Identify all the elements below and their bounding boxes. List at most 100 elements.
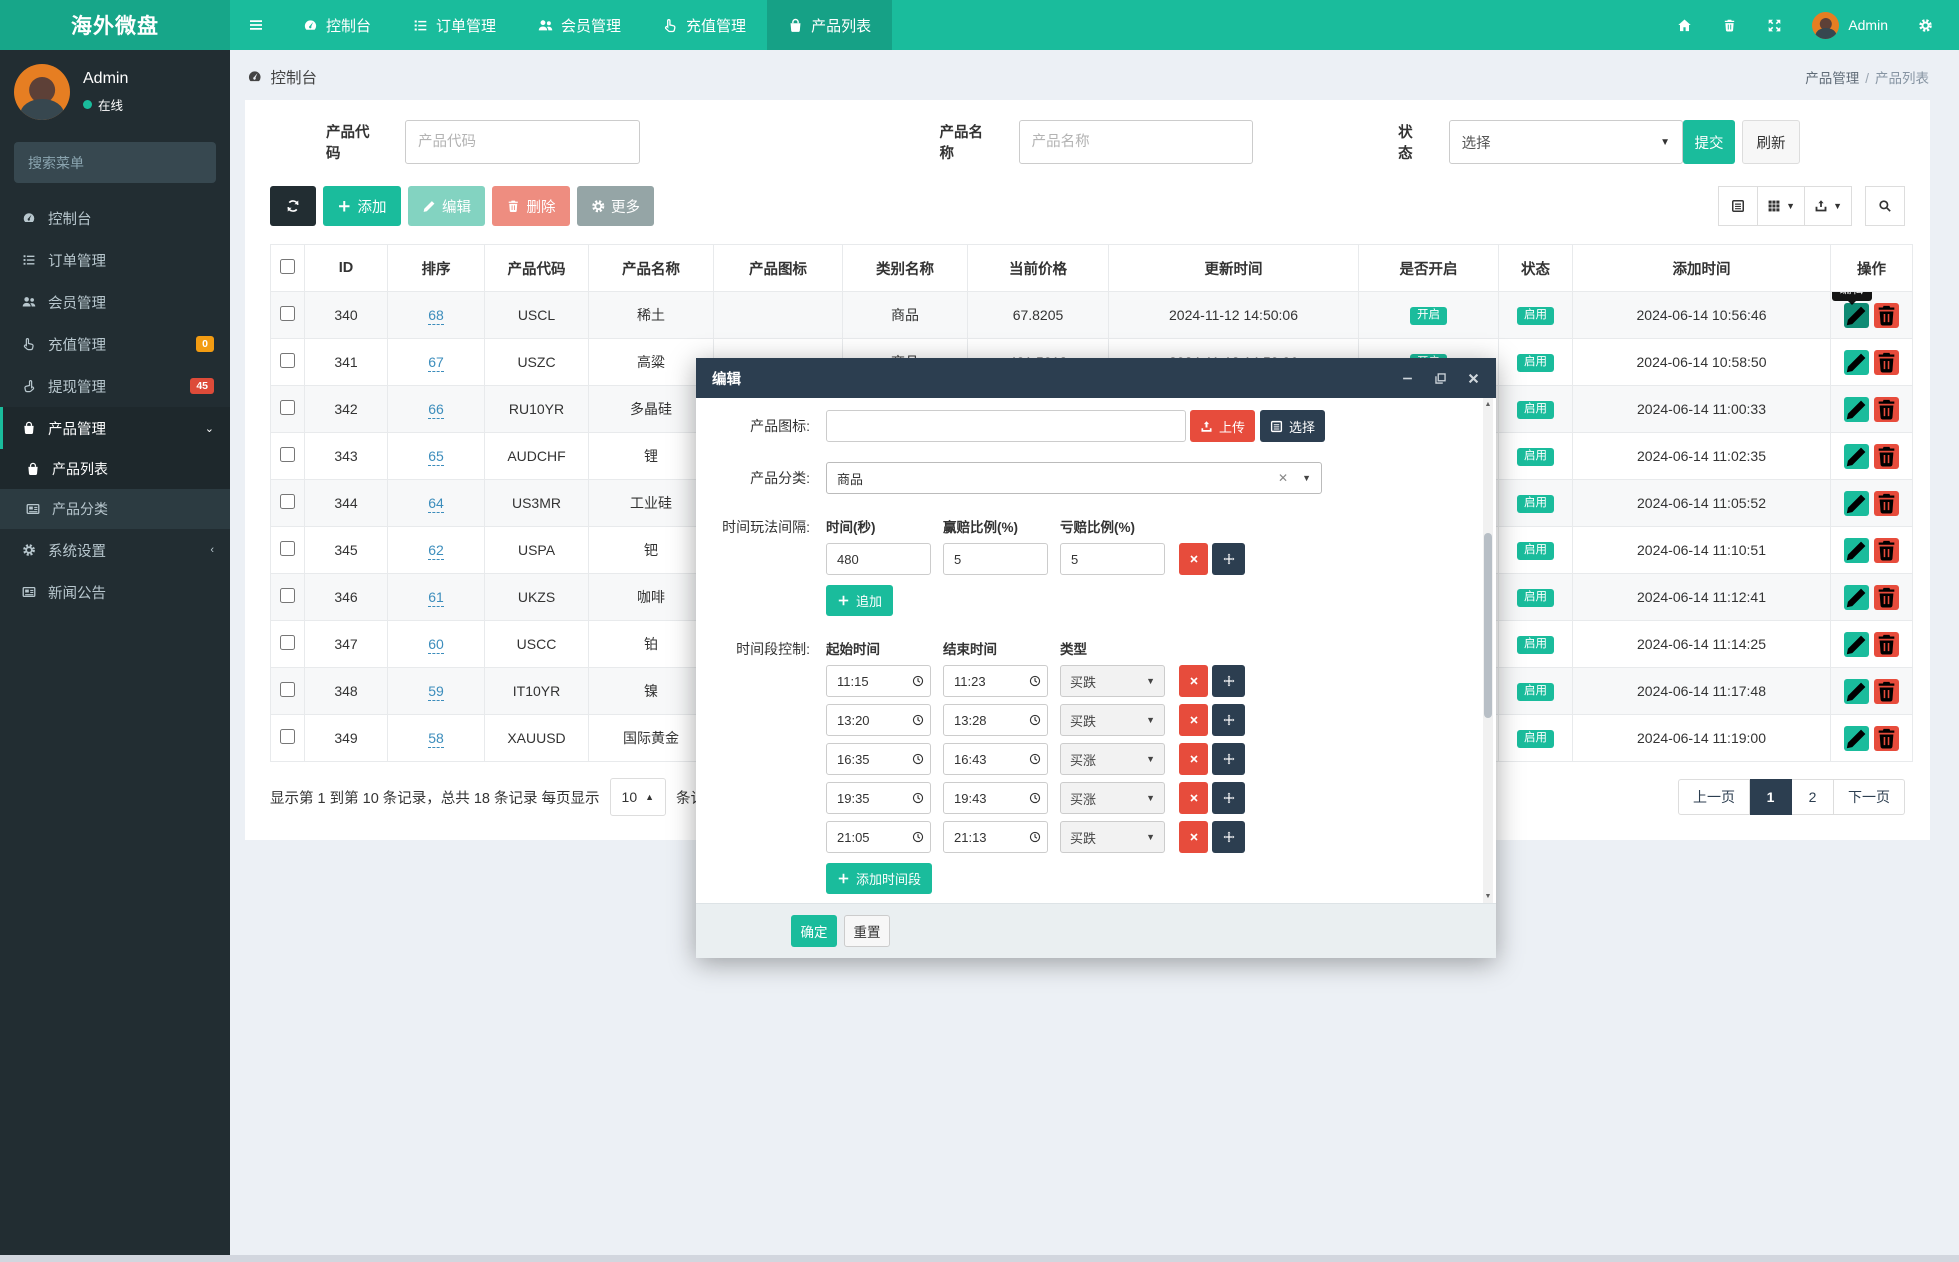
minimize-icon[interactable]	[1401, 372, 1414, 385]
sidebar-link-系统设置[interactable]: 系统设置 ‹	[0, 529, 230, 571]
row-edit-button[interactable]	[1844, 302, 1869, 328]
page-next[interactable]: 下一页	[1834, 779, 1905, 815]
sidebar-link-提现管理[interactable]: 提现管理 45	[0, 365, 230, 407]
select-all-checkbox[interactable]	[280, 258, 295, 274]
interval-time-input[interactable]	[826, 543, 931, 575]
move-period-button[interactable]	[1212, 743, 1245, 775]
row-delete-button[interactable]	[1874, 349, 1899, 375]
sidebar-link-订单管理[interactable]: 订单管理	[0, 239, 230, 281]
move-period-button[interactable]	[1212, 704, 1245, 736]
add-button[interactable]: 添加	[323, 186, 401, 226]
row-edit-button[interactable]	[1844, 678, 1869, 704]
row-edit-button[interactable]	[1844, 584, 1869, 610]
row-checkbox[interactable]	[280, 447, 295, 462]
add-period-button[interactable]: 添加时间段	[826, 863, 933, 894]
remove-period-button[interactable]	[1179, 821, 1208, 853]
remove-period-button[interactable]	[1179, 704, 1208, 736]
row-select[interactable]	[270, 479, 305, 527]
choose-button[interactable]: 选择	[1260, 410, 1326, 442]
upload-button[interactable]: 上传	[1190, 410, 1256, 442]
period-type-select[interactable]: 买跌 ▼	[1060, 665, 1165, 697]
table-search-button[interactable]	[1865, 186, 1905, 226]
row-edit-button[interactable]	[1844, 443, 1869, 469]
row-select[interactable]	[270, 714, 305, 762]
refresh-filter-button[interactable]: 刷新	[1742, 120, 1800, 164]
modal-scrollbar[interactable]: ▲ ▼	[1483, 398, 1493, 903]
move-period-button[interactable]	[1212, 782, 1245, 814]
row-select[interactable]	[270, 620, 305, 668]
top-menu-item-会员管理[interactable]: 会员管理	[517, 0, 642, 50]
row-edit-button[interactable]	[1844, 631, 1869, 657]
row-checkbox[interactable]	[280, 588, 295, 603]
delete-button[interactable]: 删除	[492, 186, 570, 226]
gear-icon[interactable]	[1918, 18, 1933, 33]
top-menu-item-充值管理[interactable]: 充值管理	[642, 0, 767, 50]
row-delete-button[interactable]	[1874, 490, 1899, 516]
more-button[interactable]: 更多	[576, 186, 654, 226]
period-type-select[interactable]: 买跌 ▼	[1060, 821, 1165, 853]
sort-editable-link[interactable]: 60	[428, 636, 444, 654]
user-menu[interactable]: Admin	[1812, 11, 1888, 39]
clear-icon[interactable]: ✕	[1278, 471, 1289, 485]
remove-period-button[interactable]	[1179, 743, 1208, 775]
edit-button[interactable]: 编辑	[407, 186, 485, 226]
sort-editable-link[interactable]: 64	[428, 495, 444, 513]
expand-icon[interactable]	[1767, 18, 1782, 33]
append-interval-button[interactable]: 追加	[826, 585, 894, 616]
row-edit-button[interactable]	[1844, 537, 1869, 563]
row-select[interactable]	[270, 338, 305, 386]
remove-period-button[interactable]	[1179, 782, 1208, 814]
period-type-select[interactable]: 买涨 ▼	[1060, 743, 1165, 775]
scroll-down-icon[interactable]: ▼	[1484, 893, 1492, 900]
row-delete-button[interactable]	[1874, 396, 1899, 422]
row-checkbox[interactable]	[280, 353, 295, 368]
confirm-button[interactable]: 确定	[791, 915, 837, 947]
row-edit-button[interactable]	[1844, 396, 1869, 422]
page-2[interactable]: 2	[1792, 779, 1834, 815]
sort-editable-link[interactable]: 58	[428, 730, 444, 748]
row-checkbox[interactable]	[280, 494, 295, 509]
category-select[interactable]: 商品 ✕ ▼	[826, 462, 1322, 494]
submit-button[interactable]: 提交	[1683, 120, 1735, 164]
sidebar-toggle-button[interactable]	[230, 0, 282, 50]
scroll-up-icon[interactable]: ▲	[1484, 401, 1492, 408]
detail-view-button[interactable]	[1718, 186, 1759, 226]
row-select[interactable]	[270, 526, 305, 574]
row-select[interactable]	[270, 432, 305, 480]
status-filter-select[interactable]: 选择 ▼	[1448, 120, 1683, 164]
row-edit-button[interactable]	[1844, 490, 1869, 516]
sidebar-link-新闻公告[interactable]: 新闻公告	[0, 571, 230, 613]
move-period-button[interactable]	[1212, 821, 1245, 853]
row-delete-button[interactable]	[1874, 584, 1899, 610]
home-icon[interactable]	[1677, 18, 1692, 33]
page-1[interactable]: 1	[1750, 779, 1792, 815]
row-checkbox[interactable]	[280, 635, 295, 650]
sidebar-user-status[interactable]: 在线	[83, 95, 128, 114]
row-checkbox[interactable]	[280, 306, 295, 321]
maximize-icon[interactable]	[1434, 372, 1447, 385]
row-select[interactable]	[270, 667, 305, 715]
row-select[interactable]	[270, 385, 305, 433]
sidebar-link-会员管理[interactable]: 会员管理	[0, 281, 230, 323]
remove-interval-button[interactable]	[1179, 543, 1208, 575]
product-icon-input[interactable]	[826, 410, 1186, 442]
scrollbar-thumb[interactable]	[1484, 533, 1492, 718]
reset-button[interactable]: 重置	[844, 915, 890, 947]
row-select[interactable]	[270, 291, 305, 339]
interval-lose-input[interactable]	[1060, 543, 1165, 575]
name-filter-input[interactable]	[1018, 120, 1254, 164]
sidebar-sublink-产品分类[interactable]: 产品分类	[0, 489, 230, 529]
sort-editable-link[interactable]: 65	[428, 448, 444, 466]
columns-button[interactable]: ▼	[1758, 186, 1806, 226]
row-edit-button[interactable]	[1844, 349, 1869, 375]
remove-period-button[interactable]	[1179, 665, 1208, 697]
sidebar-link-控制台[interactable]: 控制台	[0, 197, 230, 239]
move-period-button[interactable]	[1212, 665, 1245, 697]
row-delete-button[interactable]	[1874, 678, 1899, 704]
period-type-select[interactable]: 买涨 ▼	[1060, 782, 1165, 814]
page-prev[interactable]: 上一页	[1678, 779, 1750, 815]
sidebar-link-充值管理[interactable]: 充值管理 0	[0, 323, 230, 365]
breadcrumb-parent[interactable]: 产品管理	[1805, 71, 1860, 86]
top-menu-item-控制台[interactable]: 控制台	[282, 0, 392, 50]
sidebar-search-input[interactable]	[14, 142, 216, 183]
